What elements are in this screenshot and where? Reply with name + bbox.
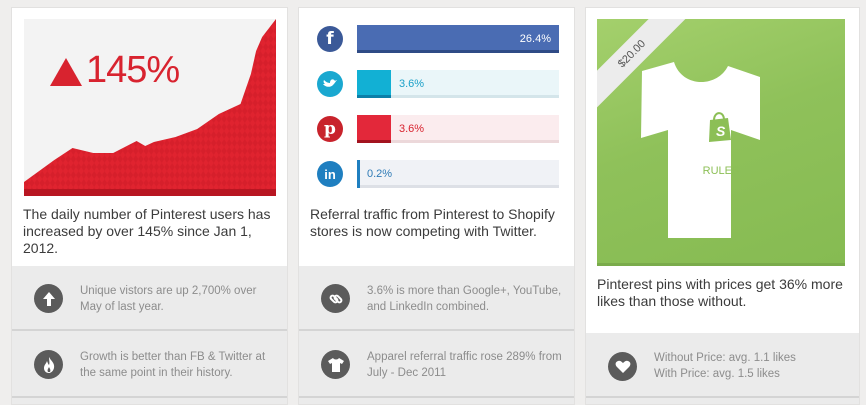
tshirt-graphic: S <box>641 62 760 238</box>
fact-text: Apparel referral traffic rose 289% from … <box>367 351 562 379</box>
bar-row-pinterest: p 3.6% <box>299 115 574 143</box>
twitter-bar: 3.6% <box>357 70 559 98</box>
flame-icon <box>34 350 63 379</box>
facebook-bar: 26.4% <box>357 25 559 53</box>
card2-facts: 3.6% is more than Google+, YouTube, and … <box>299 266 574 404</box>
fact-text: Unique vistors are up 2,700% over May of… <box>80 285 257 313</box>
bar-row-linkedin: in 0.2% <box>299 160 574 188</box>
arrow-up-icon <box>34 284 63 313</box>
card2-caption: Referral traffic from Pinterest to Shopi… <box>310 206 555 239</box>
facebook-value: 26.4% <box>519 33 551 45</box>
growth-stat-value: 145% <box>86 49 180 91</box>
growth-stat: 145% <box>50 49 180 92</box>
fact-row: Unique vistors are up 2,700% over May of… <box>12 266 287 331</box>
card3-facts: Without Price: avg. 1.1 likes With Price… <box>586 333 859 404</box>
fact-row: Without Price: avg. 1.1 likes With Price… <box>586 333 859 398</box>
link-icon <box>321 284 350 313</box>
pinterest-bar: 3.6% <box>357 115 559 143</box>
tshirt-illustration: S RULES $20.00 <box>597 19 845 266</box>
pinterest-bar-fill <box>357 115 391 143</box>
growth-area-graphic <box>24 19 276 196</box>
growth-area-chart: 145% <box>24 19 276 196</box>
linkedin-bar: 0.2% <box>357 160 559 188</box>
pinterest-icon: p <box>317 116 343 142</box>
bar-row-twitter: 3.6% <box>299 70 574 98</box>
referral-traffic-card: f 26.4% 3.6% p 3.6% in 0.2% Referral tra… <box>298 7 575 405</box>
pinterest-value: 3.6% <box>399 123 425 135</box>
heart-icon <box>608 352 637 381</box>
fact-row: Growth is better than FB & Twitter at th… <box>12 331 287 398</box>
fact-text: Without Price: avg. 1.1 likes With Price… <box>654 350 853 382</box>
facebook-icon: f <box>317 26 343 52</box>
linkedin-bar-fill <box>357 160 360 188</box>
linkedin-icon: in <box>317 161 343 187</box>
twitter-value: 3.6% <box>399 78 425 90</box>
bar-row-facebook: f 26.4% <box>299 25 574 53</box>
triangle-up-icon <box>50 57 82 86</box>
fact-line-without-price: Without Price: avg. 1.1 likes <box>654 352 796 364</box>
user-growth-card: 145% The daily number of Pinterest users… <box>11 7 288 405</box>
shirt-label: RULES <box>702 165 740 177</box>
pin-prices-card: S RULES $20.00 Pinterest pins with price… <box>585 7 860 405</box>
card1-caption: The daily number of Pinterest users has … <box>23 206 271 256</box>
twitter-icon <box>317 71 343 97</box>
svg-text:S: S <box>716 123 726 139</box>
linkedin-value: 0.2% <box>367 168 393 180</box>
card3-caption: Pinterest pins with prices get 36% more … <box>597 276 843 309</box>
tshirt-icon <box>321 350 350 379</box>
twitter-bar-fill <box>357 70 391 98</box>
card1-facts: Unique vistors are up 2,700% over May of… <box>12 266 287 404</box>
fact-text: 3.6% is more than Google+, YouTube, and … <box>367 285 562 313</box>
fact-row: Apparel referral traffic rose 289% from … <box>299 331 574 398</box>
fact-row: 3.6% is more than Google+, YouTube, and … <box>299 266 574 331</box>
fact-text: Growth is better than FB & Twitter at th… <box>80 351 266 379</box>
fact-line-with-price: With Price: avg. 1.5 likes <box>654 368 780 380</box>
